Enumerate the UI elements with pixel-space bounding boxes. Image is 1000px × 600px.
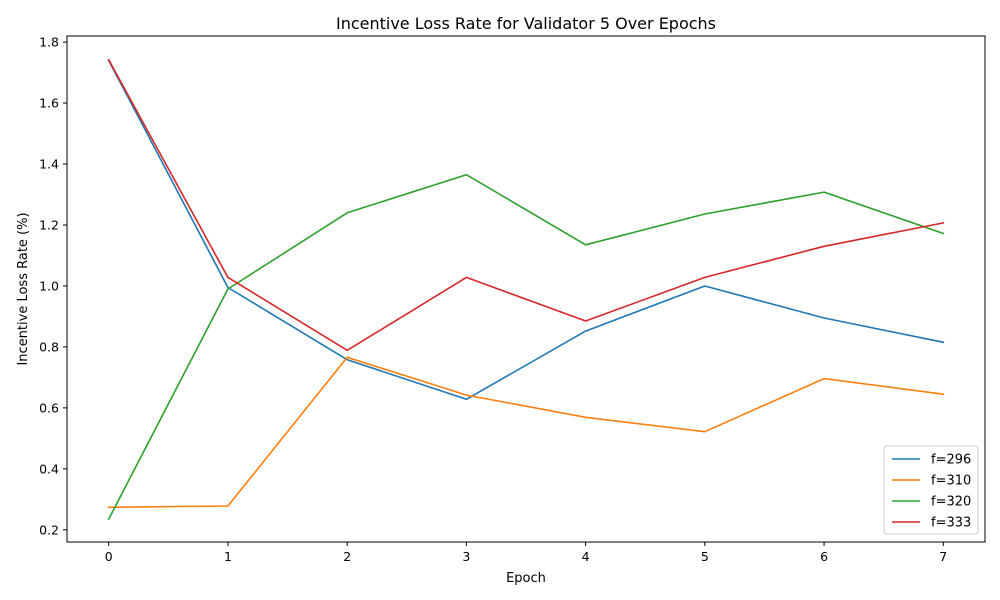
y-tick-label: 0.6 <box>39 400 59 415</box>
x-tick-label: 2 <box>343 549 351 564</box>
y-tick-label: 1.4 <box>39 157 59 172</box>
y-tick-label: 1.2 <box>39 217 59 232</box>
series-line-f-320 <box>107 173 945 521</box>
y-axis: 0.2 0.4 0.6 0.8 1.0 1.2 1.4 1.6 1.8 <box>39 35 67 537</box>
legend-label: f=320 <box>931 495 971 510</box>
y-tick-label: 0.2 <box>39 522 59 537</box>
x-tick-label: 7 <box>939 549 947 564</box>
legend: f=296 f=310 f=320 f=333 <box>883 445 979 535</box>
y-tick-label: 0.8 <box>39 339 59 354</box>
x-tick-label: 0 <box>105 549 113 564</box>
legend-frame <box>883 445 979 535</box>
y-axis-label: Incentive Loss Rate (%) <box>16 212 31 365</box>
y-tick-label: 1.6 <box>39 96 59 111</box>
series-line-f-310 <box>107 356 945 509</box>
x-tick-label: 4 <box>582 549 590 564</box>
x-tick-label: 6 <box>820 549 828 564</box>
x-tick-label: 5 <box>701 549 709 564</box>
series-line-f-333 <box>107 58 945 352</box>
legend-label: f=296 <box>931 453 971 468</box>
series-line-f-296 <box>107 59 945 401</box>
x-axis-label: Epoch <box>506 571 546 586</box>
legend-label: f=310 <box>931 474 971 489</box>
x-tick-label: 1 <box>224 549 232 564</box>
y-tick-label: 0.4 <box>39 461 59 476</box>
y-tick-label: 1.0 <box>39 278 59 293</box>
series-layer <box>107 58 945 521</box>
plot-frame <box>66 35 986 543</box>
y-tick-label: 1.8 <box>39 35 59 50</box>
x-axis: 0 1 2 3 4 5 6 7 <box>105 542 947 564</box>
chart-title: Incentive Loss Rate for Validator 5 Over… <box>336 14 716 33</box>
legend-label: f=333 <box>931 516 971 531</box>
x-tick-label: 3 <box>462 549 470 564</box>
